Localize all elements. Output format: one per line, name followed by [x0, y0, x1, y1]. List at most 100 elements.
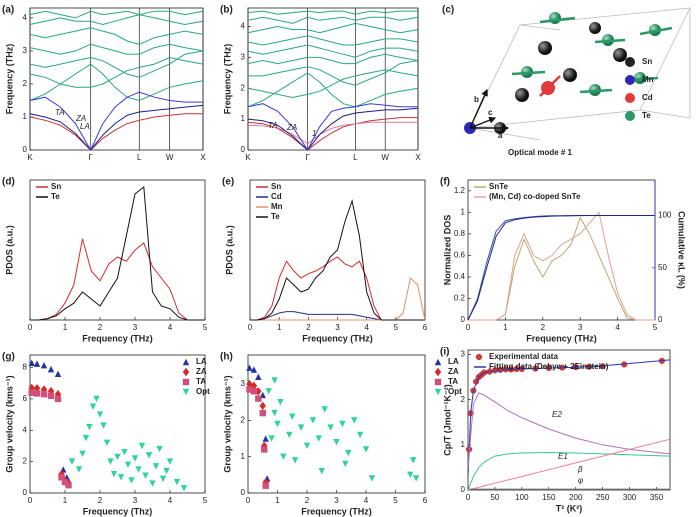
data-line	[29, 104, 204, 151]
data-point	[271, 377, 278, 384]
legend-label: Sn	[271, 182, 281, 191]
data-point	[180, 485, 188, 492]
y-tick-label: 2	[241, 83, 246, 92]
y-tick-label: 0.2	[454, 294, 466, 303]
legend-swatch	[182, 367, 190, 377]
data-point	[339, 420, 346, 428]
y2-axis-label: Cumulative κL (%)	[677, 211, 687, 289]
data-point	[289, 413, 296, 420]
data-point	[173, 478, 181, 486]
x-tick-label: 0	[28, 323, 33, 332]
y-tick-label: 0.8	[454, 229, 466, 238]
data-point	[89, 403, 97, 410]
chart-panel: (b) K Γ L W X 0 1 2 3 4 Frequency (THz) TA ZA 1	[220, 5, 421, 162]
data-point	[309, 417, 317, 424]
data-line	[247, 69, 419, 99]
x-tick-label: X	[415, 153, 421, 162]
data-line	[250, 256, 425, 321]
x-tick-label: 5	[203, 323, 208, 332]
x-tick-label: 200	[569, 493, 583, 502]
data-line	[247, 16, 419, 24]
data-line	[247, 103, 418, 151]
legend-swatch	[182, 388, 190, 396]
data-point	[259, 409, 266, 417]
data-point	[82, 434, 90, 442]
axis-b: b	[474, 95, 479, 104]
x-tick-label: K	[245, 153, 251, 162]
legend-label: (Mn, Cd) co-doped SnTe	[489, 192, 581, 201]
y-tick-label: 3	[461, 350, 466, 359]
axis-a: a	[498, 131, 503, 140]
panel-label: (c)	[442, 5, 454, 16]
y-tick-label: 4	[241, 22, 246, 31]
legend-label: Te	[51, 192, 60, 201]
y-tick-label: 1	[461, 207, 466, 216]
x-tick-label: 150	[542, 493, 556, 502]
data-point	[280, 453, 287, 460]
data-point	[128, 477, 135, 484]
data-point	[351, 417, 358, 424]
plot-frame	[247, 354, 426, 494]
data-line	[247, 117, 418, 151]
x-tick-label: 50	[490, 493, 499, 502]
crystal-diagram: (c) a b	[442, 5, 691, 157]
x-tick-label: 100	[515, 493, 529, 502]
data-line	[247, 44, 419, 58]
chart-panel: (g) 0 1 2 3 4 5 0 2 4 6 8 Frequency (Thz) Group veloc…	[2, 352, 210, 517]
data-line	[29, 27, 204, 45]
data-point	[103, 439, 111, 447]
data-point	[54, 370, 62, 378]
legend-label: Fitting data (Debye + 2Einstein)	[489, 362, 609, 371]
legend-label: Mn	[642, 75, 654, 84]
x-tick-label: 4	[364, 496, 369, 505]
y-axis-label: Frequency (THz)	[222, 44, 232, 115]
data-point	[40, 391, 48, 398]
data-point	[33, 390, 41, 397]
data-line	[247, 53, 419, 65]
data-line	[247, 10, 418, 15]
data-point	[138, 442, 146, 450]
y-tick-label: 6	[23, 394, 28, 403]
y-tick-label: 1	[23, 112, 28, 121]
diagram-title: Optical mode # 1	[508, 148, 573, 157]
data-point	[292, 457, 299, 464]
y-tick-label: 1.2	[454, 186, 466, 195]
x-tick-label: 0	[28, 496, 33, 505]
legend-label: TA	[196, 377, 206, 386]
y-axis-label: PDOS (a.u.)	[4, 225, 14, 275]
plot-frame	[29, 179, 206, 321]
legend-label: ZA	[448, 367, 459, 376]
data-point	[163, 467, 170, 475]
data-point	[412, 475, 420, 482]
y-axis-label: Group velocity (kms⁻¹)	[4, 375, 14, 472]
y-tick-label: 1	[461, 440, 466, 449]
legend-swatch	[625, 111, 635, 121]
y-tick-label: 2	[461, 395, 466, 404]
panel-label: (g)	[2, 352, 15, 363]
panel-label: (b)	[220, 5, 233, 16]
chart-panel: (f)0 1 2 3 4 500.20.40.60.811.2050100Frequenc…	[440, 177, 687, 344]
y-tick-label: 2	[241, 415, 246, 424]
y-axis-label: Frequency (THz)	[4, 44, 14, 115]
legend-label: Cd	[271, 192, 282, 201]
x-tick-label: Γ	[305, 153, 310, 162]
plot-frame	[467, 349, 671, 491]
y2-tick-label: 50	[658, 263, 667, 272]
y-tick-label: 1	[241, 114, 246, 123]
x-tick-label: 0	[466, 323, 471, 332]
annotation: ZA	[286, 123, 297, 132]
x-tick-label: 4	[615, 323, 620, 332]
data-point	[135, 466, 142, 473]
data-point	[166, 458, 174, 465]
data-point	[100, 422, 107, 429]
data-line	[467, 215, 655, 321]
data-point	[79, 450, 86, 457]
legend-swatch	[434, 367, 442, 377]
data-point	[297, 424, 305, 431]
data-point	[40, 361, 48, 369]
x-tick-label: 1	[63, 323, 68, 332]
y-axis-label: Cp/T (Jmol⁻¹K⁻²)	[442, 384, 452, 456]
legend-label: SnTe	[489, 182, 509, 191]
y-tick-label: 0.6	[454, 250, 466, 259]
y-tick-label: 1	[241, 452, 246, 461]
